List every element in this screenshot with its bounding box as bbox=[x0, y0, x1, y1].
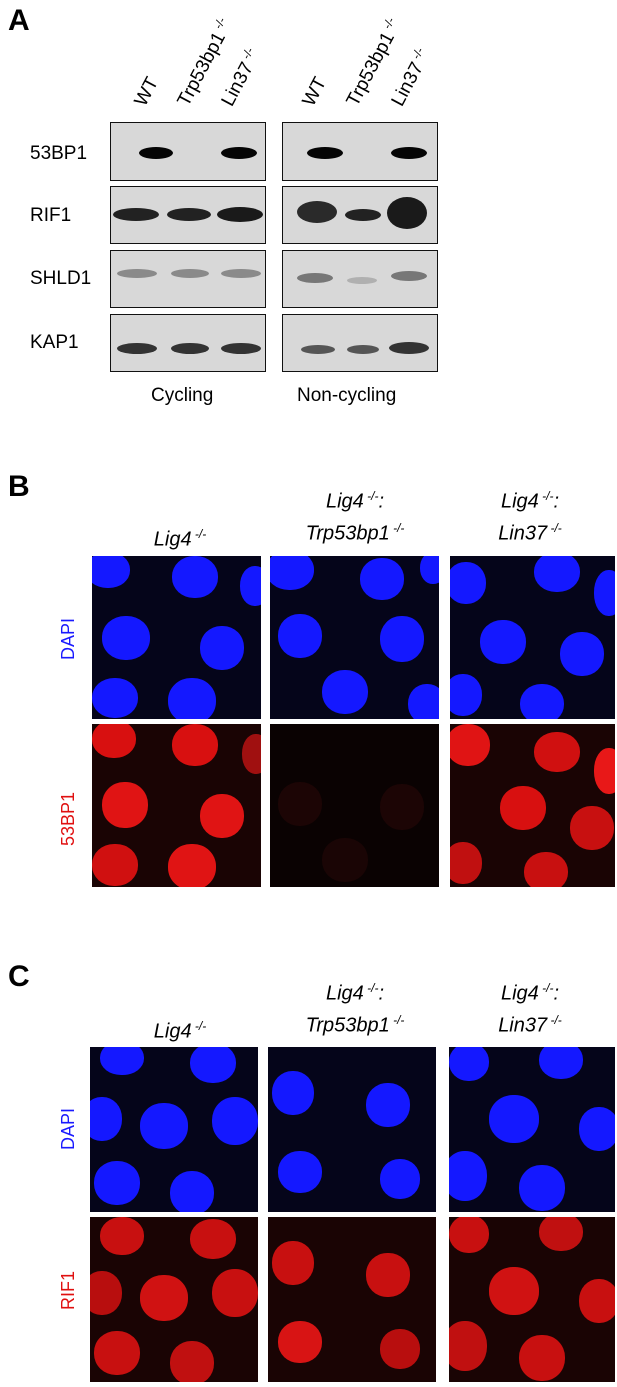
condition-label-lig4: Lig4 -/- bbox=[153, 527, 207, 551]
micrograph-dapi-lin37-c bbox=[449, 1047, 615, 1212]
row-label-53bp1: 53BP1 bbox=[30, 143, 88, 164]
lane-label-lin37-cycling: Lin37 -/- bbox=[217, 44, 258, 110]
blot-shld1-noncycling bbox=[282, 250, 438, 308]
micrograph-53bp1-lig4-b bbox=[92, 724, 261, 887]
micrograph-53bp1-lin37-b bbox=[450, 724, 615, 887]
group-label-noncycling: Non-cycling bbox=[297, 385, 397, 406]
blot-rif1-noncycling bbox=[282, 186, 438, 244]
micrograph-dapi-trp53bp1-b bbox=[270, 556, 439, 719]
row-label-rif1: RIF1 bbox=[30, 205, 72, 226]
group-label-cycling: Cycling bbox=[151, 385, 214, 406]
blot-53bp1-noncycling bbox=[282, 122, 438, 181]
channel-label-53bp1-b: 53BP1 bbox=[58, 791, 78, 846]
micrograph-dapi-lig4-c bbox=[90, 1047, 258, 1212]
micrograph-dapi-lig4-b bbox=[92, 556, 261, 719]
channel-label-dapi-b: DAPI bbox=[58, 617, 78, 660]
lane-label-lin37-noncycling: Lin37 -/- bbox=[387, 44, 428, 110]
channel-label-rif1-c: RIF1 bbox=[58, 1270, 78, 1310]
micrograph-dapi-lin37-b bbox=[450, 556, 615, 719]
micrograph-dapi-trp53bp1-c bbox=[268, 1047, 436, 1212]
panel-letter-a: A bbox=[8, 4, 30, 37]
lane-label-wt-cycling: WT bbox=[130, 73, 163, 110]
row-label-kap1: KAP1 bbox=[30, 332, 79, 353]
blot-53bp1-cycling bbox=[110, 122, 266, 181]
micrograph-rif1-lin37-c bbox=[449, 1217, 615, 1382]
micrograph-rif1-lig4-c bbox=[90, 1217, 258, 1382]
blot-shld1-cycling bbox=[110, 250, 266, 308]
panel-letter-c: C bbox=[8, 960, 30, 993]
blot-rif1-cycling bbox=[110, 186, 266, 244]
channel-label-dapi-c: DAPI bbox=[58, 1107, 78, 1150]
blot-kap1-noncycling bbox=[282, 314, 438, 372]
panel-letter-b: B bbox=[8, 470, 30, 503]
condition-label-lig4-trp53bp1: Lig4 -/-: Trp53bp1 -/- bbox=[305, 489, 405, 545]
lane-label-wt-noncycling: WT bbox=[298, 73, 331, 110]
row-label-shld1: SHLD1 bbox=[30, 268, 92, 289]
blot-kap1-cycling bbox=[110, 314, 266, 372]
micrograph-rif1-trp53bp1-c bbox=[268, 1217, 436, 1382]
condition-label-lig4-trp53bp1-c: Lig4 -/-: Trp53bp1 -/- bbox=[305, 981, 405, 1037]
condition-label-lig4-c: Lig4 -/- bbox=[153, 1019, 207, 1043]
micrograph-53bp1-trp53bp1-b bbox=[270, 724, 439, 887]
condition-label-lig4-lin37-c: Lig4 -/-: Lin37 -/- bbox=[498, 981, 562, 1037]
condition-label-lig4-lin37: Lig4 -/-: Lin37 -/- bbox=[498, 489, 562, 545]
